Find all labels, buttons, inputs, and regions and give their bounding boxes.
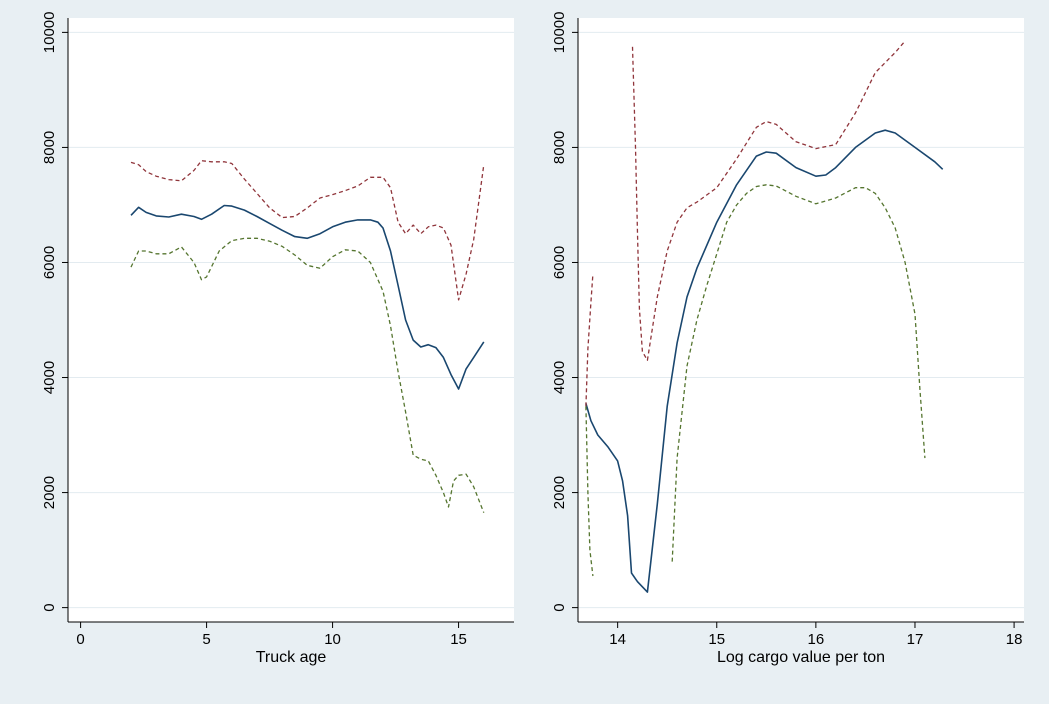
right-x-tick-label: 18 [1006, 631, 1023, 648]
left-x-axis-title: Truck age [256, 649, 327, 666]
left-ticks: 0 2000 4000 6000 8000 10000 0 5 10 15 [41, 12, 467, 648]
right-grid [578, 31, 1024, 609]
left-panel: 0 2000 4000 6000 8000 10000 0 5 10 15 Truck age [41, 12, 514, 666]
right-x-axis-title: Log cargo value per ton [717, 649, 885, 666]
left-series [130, 160, 485, 513]
left-x-tick-label: 10 [324, 631, 341, 648]
left-series-0-line [130, 204, 485, 390]
right-y-tick-label: 2000 [551, 476, 568, 509]
right-series-1-line [585, 273, 594, 407]
right-x-tick-label: 16 [808, 631, 825, 648]
left-x-tick-label: 5 [202, 631, 210, 648]
right-y-tick-label: 0 [551, 603, 568, 611]
right-x-tick-label: 14 [609, 631, 626, 648]
left-series-2-line [130, 237, 485, 513]
right-series-2-line [631, 40, 906, 361]
right-y-tick-label: 8000 [551, 131, 568, 164]
left-grid [68, 31, 514, 609]
left-series-1-line [130, 160, 485, 301]
right-x-tick-label: 17 [907, 631, 924, 648]
left-y-tick-label: 10000 [41, 12, 58, 54]
right-series-3-line [585, 406, 594, 577]
right-y-tick-label: 4000 [551, 361, 568, 394]
right-series [585, 40, 944, 593]
right-series-0-line [585, 129, 944, 593]
left-y-tick-label: 0 [41, 603, 58, 611]
right-series-4-line [671, 184, 926, 562]
left-y-tick-label: 2000 [41, 476, 58, 509]
right-y-tick-label: 10000 [551, 12, 568, 54]
left-y-tick-label: 6000 [41, 246, 58, 279]
left-plot-area [68, 18, 514, 622]
left-x-tick-label: 15 [450, 631, 467, 648]
left-x-tick-label: 0 [76, 631, 84, 648]
right-ticks: 0 2000 4000 6000 8000 10000 14 15 16 17 18 [551, 12, 1022, 648]
left-y-tick-label: 4000 [41, 361, 58, 394]
right-plot-area [578, 18, 1024, 622]
right-panel: 0 2000 4000 6000 8000 10000 14 15 16 17 18 Log car… [551, 12, 1024, 666]
left-y-tick-label: 8000 [41, 131, 58, 164]
right-x-tick-label: 15 [708, 631, 725, 648]
right-y-tick-label: 6000 [551, 246, 568, 279]
